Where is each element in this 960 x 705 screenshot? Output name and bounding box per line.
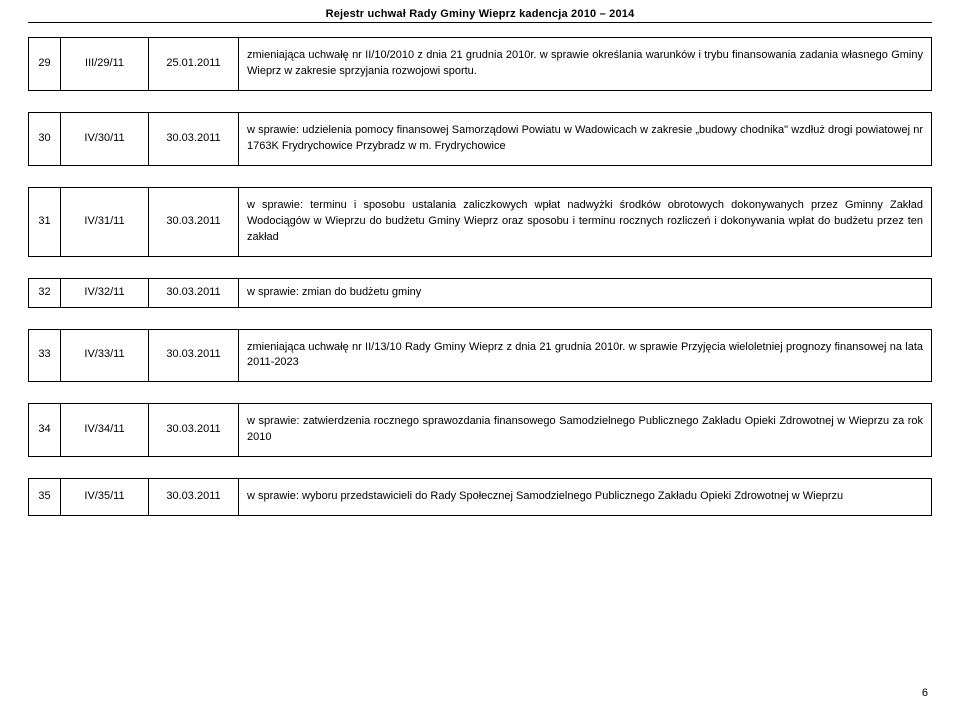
cell-reference: IV/34/11 bbox=[61, 404, 149, 457]
cell-number: 32 bbox=[29, 278, 61, 307]
cell-description: w sprawie: udzielenia pomocy finansowej … bbox=[239, 112, 932, 165]
cell-reference: IV/30/11 bbox=[61, 112, 149, 165]
cell-description: zmieniająca uchwałę nr II/13/10 Rady Gmi… bbox=[239, 329, 932, 382]
cell-reference: III/29/11 bbox=[61, 38, 149, 91]
cell-date: 30.03.2011 bbox=[149, 479, 239, 516]
cell-number: 33 bbox=[29, 329, 61, 382]
table-row: 34 IV/34/11 30.03.2011 w sprawie: zatwie… bbox=[29, 404, 932, 457]
spacer-row bbox=[29, 382, 932, 404]
page-number: 6 bbox=[922, 687, 928, 699]
table-row: 32 IV/32/11 30.03.2011 w sprawie: zmian … bbox=[29, 278, 932, 307]
cell-reference: IV/35/11 bbox=[61, 479, 149, 516]
page-header: Rejestr uchwał Rady Gminy Wieprz kadencj… bbox=[28, 8, 932, 23]
cell-number: 31 bbox=[29, 187, 61, 256]
cell-number: 34 bbox=[29, 404, 61, 457]
cell-date: 30.03.2011 bbox=[149, 404, 239, 457]
cell-date: 25.01.2011 bbox=[149, 38, 239, 91]
table-row: 35 IV/35/11 30.03.2011 w sprawie: wyboru… bbox=[29, 479, 932, 516]
cell-date: 30.03.2011 bbox=[149, 112, 239, 165]
cell-description: w sprawie: zatwierdzenia rocznego sprawo… bbox=[239, 404, 932, 457]
table-row: 33 IV/33/11 30.03.2011 zmieniająca uchwa… bbox=[29, 329, 932, 382]
spacer-row bbox=[29, 165, 932, 187]
table-row: 31 IV/31/11 30.03.2011 w sprawie: termin… bbox=[29, 187, 932, 256]
cell-reference: IV/33/11 bbox=[61, 329, 149, 382]
cell-reference: IV/31/11 bbox=[61, 187, 149, 256]
table-row: 29 III/29/11 25.01.2011 zmieniająca uchw… bbox=[29, 38, 932, 91]
cell-date: 30.03.2011 bbox=[149, 329, 239, 382]
cell-description: w sprawie: zmian do budżetu gminy bbox=[239, 278, 932, 307]
spacer-row bbox=[29, 457, 932, 479]
spacer-row bbox=[29, 307, 932, 329]
cell-date: 30.03.2011 bbox=[149, 278, 239, 307]
cell-number: 30 bbox=[29, 112, 61, 165]
cell-description: w sprawie: terminu i sposobu ustalania z… bbox=[239, 187, 932, 256]
cell-description: w sprawie: wyboru przedstawicieli do Rad… bbox=[239, 479, 932, 516]
cell-date: 30.03.2011 bbox=[149, 187, 239, 256]
spacer-row bbox=[29, 90, 932, 112]
cell-number: 29 bbox=[29, 38, 61, 91]
table-row: 30 IV/30/11 30.03.2011 w sprawie: udziel… bbox=[29, 112, 932, 165]
cell-number: 35 bbox=[29, 479, 61, 516]
spacer-row bbox=[29, 256, 932, 278]
resolutions-table: 29 III/29/11 25.01.2011 zmieniająca uchw… bbox=[28, 37, 932, 516]
cell-reference: IV/32/11 bbox=[61, 278, 149, 307]
cell-description: zmieniająca uchwałę nr II/10/2010 z dnia… bbox=[239, 38, 932, 91]
